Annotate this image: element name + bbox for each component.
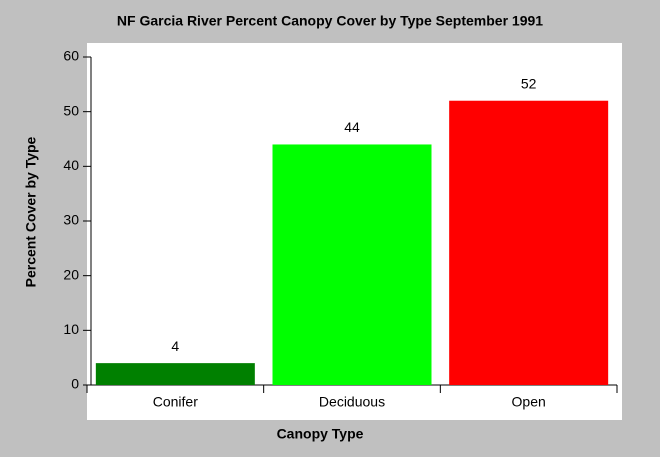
y-tick-label: 30	[63, 212, 79, 228]
x-tick-label: Deciduous	[319, 394, 385, 410]
data-label: 4	[171, 338, 179, 354]
y-tick-label: 10	[63, 321, 79, 337]
y-tick-label: 20	[63, 266, 79, 282]
data-label: 52	[521, 75, 537, 91]
bar	[272, 144, 432, 385]
chart-title: NF Garcia River Percent Canopy Cover by …	[117, 13, 543, 29]
y-tick-label: 0	[71, 376, 79, 392]
bar	[449, 100, 609, 385]
y-tick-label: 40	[63, 157, 79, 173]
y-tick-label: 60	[63, 48, 79, 64]
x-tick-label: Conifer	[153, 394, 198, 410]
bar	[95, 363, 255, 385]
y-axis-label: Percent Cover by Type	[23, 136, 39, 287]
y-tick-label: 50	[63, 102, 79, 118]
x-axis-label: Canopy Type	[277, 426, 364, 442]
data-label: 44	[344, 119, 360, 135]
x-tick-label: Open	[512, 394, 546, 410]
